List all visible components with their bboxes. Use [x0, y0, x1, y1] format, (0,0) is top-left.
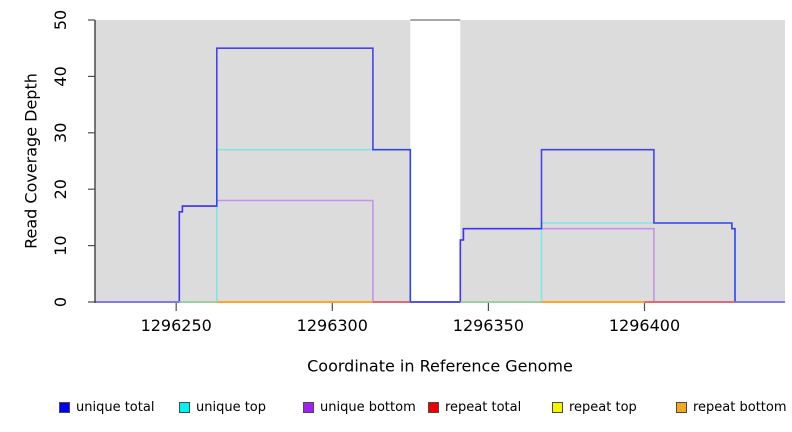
- x-tick-label: 1296400: [609, 316, 680, 335]
- x-tick-label: 1296300: [297, 316, 368, 335]
- x-axis-label: Coordinate in Reference Genome: [307, 356, 573, 376]
- masked-region: [410, 20, 461, 302]
- x-tick-label: 1296350: [453, 316, 524, 335]
- y-tick-label: 30: [51, 123, 70, 143]
- x-tick-label: 1296250: [141, 316, 212, 335]
- y-axis-label: Read Coverage Depth: [21, 73, 41, 249]
- y-tick-label: 10: [51, 235, 70, 255]
- y-tick-label: 50: [51, 10, 70, 30]
- series-line-unique-total: [95, 47, 785, 303]
- y-tick-label: 20: [51, 179, 70, 199]
- y-tick-label: 0: [51, 297, 70, 307]
- y-tick-label: 40: [51, 66, 70, 86]
